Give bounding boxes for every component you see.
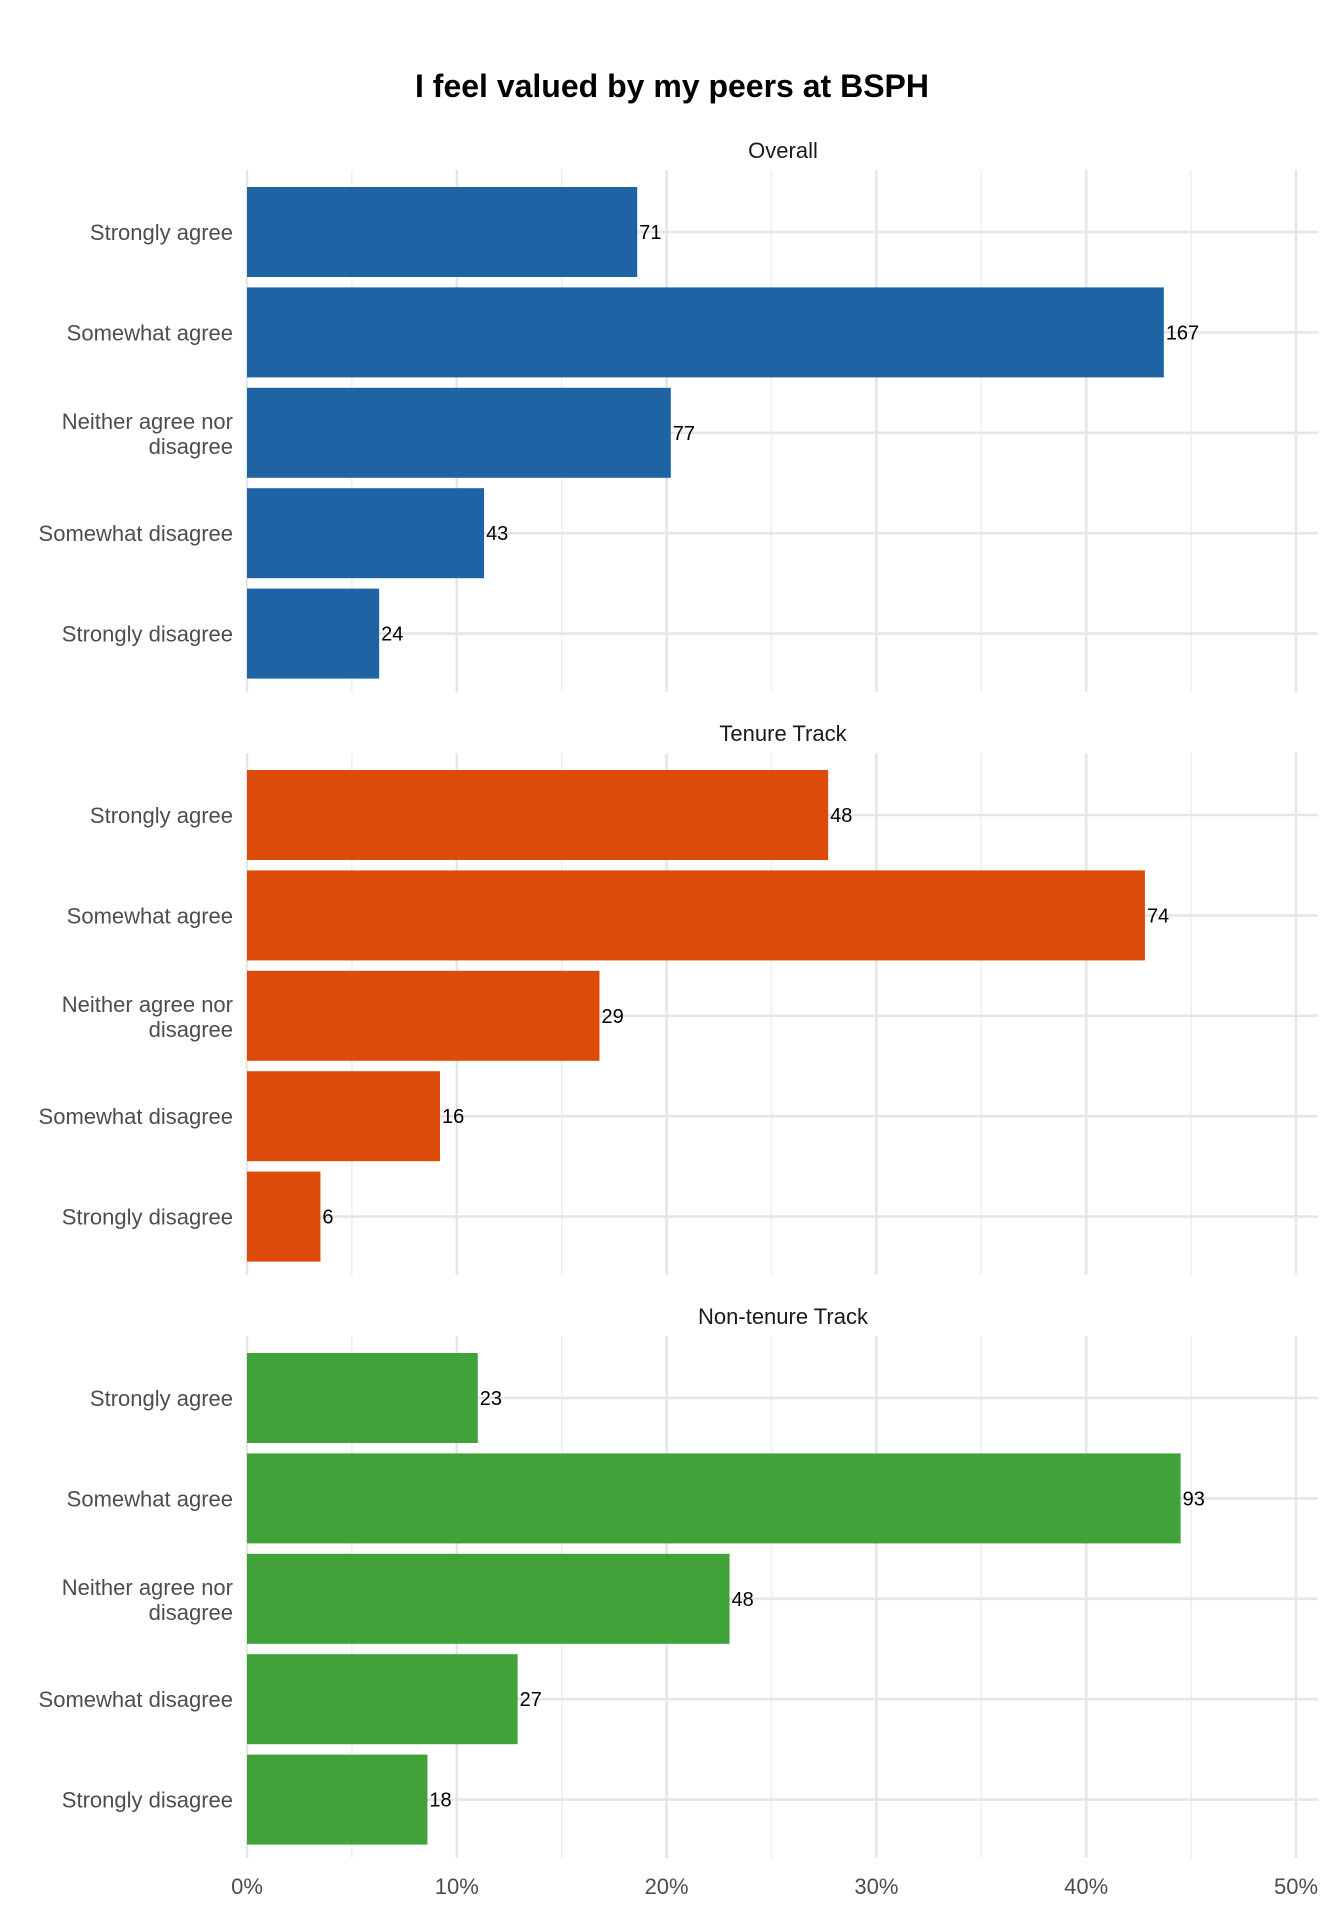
- category-label-overall-somewhat-disagree: Somewhat disagree: [39, 521, 233, 546]
- bar-tenure-track-strongly-agree: [247, 770, 829, 860]
- x-tick-label-40pct: 40%: [1064, 1874, 1108, 1899]
- value-label-overall-strongly-agree: 71: [639, 222, 661, 244]
- bar-overall-somewhat-disagree: [247, 488, 485, 579]
- value-label-non-tenure-track-strongly-disagree: 18: [429, 1790, 451, 1812]
- value-label-tenure-track-somewhat-disagree: 16: [442, 1106, 464, 1128]
- value-label-tenure-track-somewhat-agree: 74: [1147, 905, 1169, 927]
- category-label-overall-somewhat-agree: Somewhat agree: [67, 320, 233, 345]
- bar-overall-neither-agree-nor-disagree: [247, 387, 671, 478]
- value-label-non-tenure-track-neither-agree-nor-disagree: 48: [732, 1589, 754, 1611]
- panel-non-tenure-track: Non-tenure Track 23 Strongly agree 93 Somewh…: [39, 1304, 1318, 1858]
- category-label-non-tenure-track-strongly-agree: Strongly agree: [90, 1386, 233, 1411]
- value-label-non-tenure-track-strongly-agree: 23: [480, 1388, 502, 1410]
- facet-label-tenure-track: Tenure Track: [719, 721, 847, 746]
- bar-tenure-track-neither-agree-nor-disagree: [247, 970, 600, 1061]
- bar-non-tenure-track-strongly-disagree: [247, 1754, 428, 1845]
- value-label-overall-somewhat-disagree: 43: [486, 523, 508, 545]
- value-label-overall-strongly-disagree: 24: [381, 624, 403, 646]
- category-label-tenure-track-strongly-agree: Strongly agree: [90, 803, 233, 828]
- category-label-non-tenure-track-somewhat-agree: Somewhat agree: [67, 1486, 233, 1511]
- facet-label-non-tenure-track: Non-tenure Track: [698, 1304, 869, 1329]
- bar-tenure-track-somewhat-agree: [247, 870, 1145, 961]
- category-label-tenure-track-somewhat-agree: Somewhat agree: [67, 903, 233, 928]
- value-label-non-tenure-track-somewhat-disagree: 27: [520, 1689, 542, 1711]
- x-tick-label-20pct: 20%: [645, 1874, 689, 1899]
- value-label-overall-neither-agree-nor-disagree: 77: [673, 423, 695, 445]
- chart-title: I feel valued by my peers at BSPH: [415, 68, 929, 104]
- category-label-tenure-track-somewhat-disagree: Somewhat disagree: [39, 1104, 233, 1129]
- bar-non-tenure-track-somewhat-agree: [247, 1453, 1181, 1544]
- category-label-non-tenure-track-somewhat-disagree: Somewhat disagree: [39, 1687, 233, 1712]
- value-label-tenure-track-neither-agree-nor-disagree: 29: [601, 1006, 623, 1028]
- bar-non-tenure-track-somewhat-disagree: [247, 1654, 518, 1745]
- facet-label-overall: Overall: [748, 138, 818, 163]
- bar-overall-strongly-agree: [247, 187, 638, 277]
- bar-non-tenure-track-neither-agree-nor-disagree: [247, 1553, 730, 1644]
- bar-tenure-track-strongly-disagree: [247, 1171, 321, 1262]
- value-label-tenure-track-strongly-agree: 48: [830, 805, 852, 827]
- category-label-overall-strongly-disagree: Strongly disagree: [62, 622, 233, 647]
- x-tick-label-30pct: 30%: [854, 1874, 898, 1899]
- x-tick-label-50pct: 50%: [1274, 1874, 1318, 1899]
- category-label-tenure-track-strongly-disagree: Strongly disagree: [62, 1205, 233, 1230]
- value-label-overall-somewhat-agree: 167: [1166, 322, 1199, 344]
- bar-overall-strongly-disagree: [247, 588, 380, 679]
- bar-non-tenure-track-strongly-agree: [247, 1353, 478, 1443]
- panel-overall: Overall 71 Strongly agree 167 Somewhat agree…: [39, 138, 1318, 692]
- x-tick-label-0pct: 0%: [231, 1874, 263, 1899]
- category-label-tenure-track-neither-agree-nor-disagree: Neither agree nor disagree: [62, 992, 233, 1042]
- category-label-overall-neither-agree-nor-disagree: Neither agree nor disagree: [62, 409, 233, 459]
- bar-overall-somewhat-agree: [247, 287, 1164, 378]
- value-label-tenure-track-strongly-disagree: 6: [322, 1207, 333, 1229]
- panel-tenure-track: Tenure Track 48 Strongly agree 74 Somewhat a…: [39, 721, 1318, 1275]
- value-label-non-tenure-track-somewhat-agree: 93: [1183, 1488, 1205, 1510]
- x-tick-label-10pct: 10%: [435, 1874, 479, 1899]
- bar-tenure-track-somewhat-disagree: [247, 1071, 441, 1162]
- category-label-non-tenure-track-strongly-disagree: Strongly disagree: [62, 1788, 233, 1813]
- category-label-non-tenure-track-neither-agree-nor-disagree: Neither agree nor disagree: [62, 1575, 233, 1625]
- category-label-overall-strongly-agree: Strongly agree: [90, 220, 233, 245]
